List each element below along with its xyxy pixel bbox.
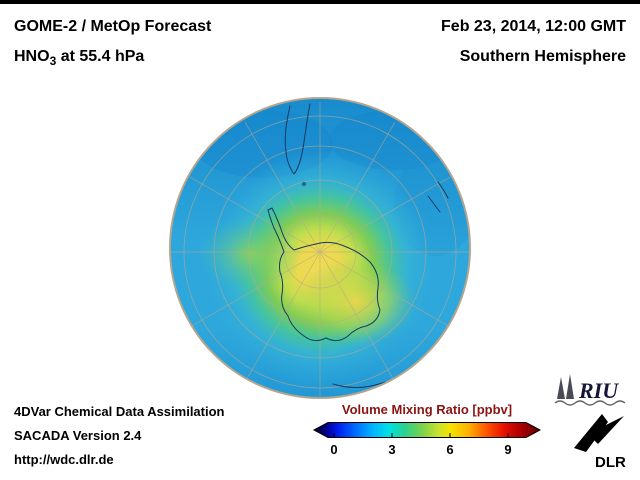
coast-south-america bbox=[284, 103, 311, 175]
riu-logo: RIU bbox=[554, 374, 626, 406]
coast-limb-south bbox=[332, 381, 386, 388]
credit-line-url: http://wdc.dlr.de bbox=[14, 452, 114, 467]
credit-line-assimilation: 4DVar Chemical Data Assimilation bbox=[14, 404, 225, 419]
colorbar-tick-labels: 0 3 6 9 bbox=[0, 442, 640, 460]
colorbar-tick-9: 9 bbox=[504, 442, 512, 457]
species-name: HNO bbox=[14, 48, 50, 65]
pressure-level: at 55.4 hPa bbox=[56, 48, 145, 65]
colorbar-title: Volume Mixing Ratio [ppbv] bbox=[341, 402, 513, 417]
credits-block: 4DVar Chemical Data Assimilation SACADA … bbox=[14, 400, 225, 472]
hemisphere-label: Southern Hemisphere bbox=[459, 48, 626, 65]
colorbar-tick-marks bbox=[333, 433, 509, 438]
hno3-yellow-lobe bbox=[296, 258, 416, 346]
plot-title-block: GOME-2 / MetOp Forecast HNO3 at 55.4 hPa bbox=[14, 12, 211, 76]
riu-logo-text: RIU bbox=[578, 378, 619, 403]
coast-antarctica bbox=[267, 207, 381, 342]
coast-new-zealand-north bbox=[437, 181, 449, 199]
coast-new-zealand-south bbox=[427, 195, 441, 213]
credit-line-version: SACADA Version 2.4 bbox=[14, 428, 142, 443]
colorbar-tick-0: 0 bbox=[330, 442, 338, 457]
top-edge-bar bbox=[0, 0, 640, 4]
colorbar-tick-3: 3 bbox=[388, 442, 396, 457]
dlr-logo: DLR bbox=[574, 414, 626, 470]
coast-falklands bbox=[302, 182, 306, 186]
colorbar bbox=[312, 422, 542, 438]
datetime-label: Feb 23, 2014, 12:00 GMT bbox=[441, 18, 626, 35]
graticule bbox=[170, 102, 470, 398]
hno3-western-arm bbox=[198, 216, 302, 292]
globe-rim bbox=[169, 97, 471, 399]
plot-title: GOME-2 / MetOp Forecast bbox=[14, 18, 212, 35]
riu-wave-line bbox=[554, 400, 626, 406]
hemisphere-map bbox=[169, 97, 471, 399]
plot-meta-block: Feb 23, 2014, 12:00 GMT Southern Hemisph… bbox=[441, 12, 626, 72]
cathedral-icon bbox=[557, 374, 574, 399]
species-subscript: 3 bbox=[49, 54, 57, 69]
dlr-logo-text: DLR bbox=[595, 454, 626, 470]
dlr-signet-icon bbox=[574, 414, 624, 452]
colorbar-bar bbox=[312, 422, 542, 438]
coastlines bbox=[267, 103, 449, 388]
plot-subtitle: HNO3 at 55.4 hPa bbox=[14, 42, 211, 76]
colorbar-tick-6: 6 bbox=[446, 442, 454, 457]
